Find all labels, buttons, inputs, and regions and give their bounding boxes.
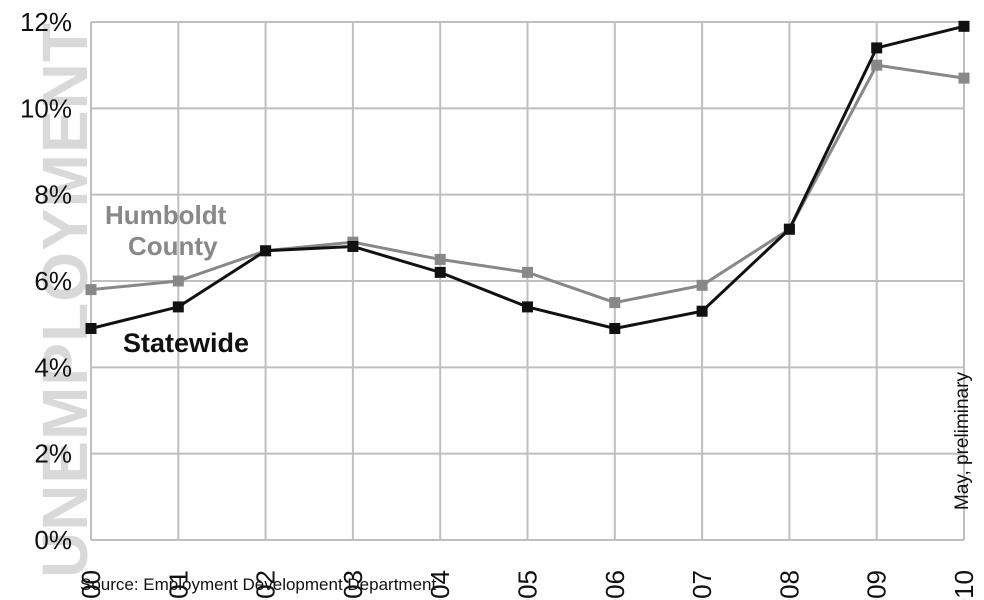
humboldt-marker xyxy=(609,297,621,309)
statewide-marker xyxy=(347,240,359,252)
x-tick-label: 2001 xyxy=(163,570,193,600)
series-lines xyxy=(85,20,970,334)
humboldt-marker xyxy=(522,266,533,278)
statewide-marker xyxy=(172,301,184,313)
x-tick-label: 2006 xyxy=(600,570,630,600)
x-axis-ticks: 2000 2001 2002 2003 2004 2005 2006 2007 2008 2009… xyxy=(76,570,979,600)
y-axis-ticks: 0% 2% 4% 6% 8% 10% 12% xyxy=(20,7,72,555)
humboldt-marker xyxy=(871,59,883,71)
statewide-marker xyxy=(783,223,795,235)
humboldt-marker xyxy=(958,72,970,84)
humboldt-label-line2: County xyxy=(128,231,218,261)
y-tick-label: 2% xyxy=(34,439,72,469)
y-tick-label: 12% xyxy=(20,7,72,37)
grid-lines xyxy=(90,21,965,541)
statewide-marker xyxy=(958,20,970,32)
x-tick-label: 2000 xyxy=(76,570,106,600)
statewide-marker xyxy=(609,322,621,334)
statewide-marker xyxy=(871,42,883,54)
y-tick-label: 0% xyxy=(34,525,72,555)
statewide-marker xyxy=(260,245,272,257)
statewide-marker xyxy=(522,301,533,313)
y-tick-label: 6% xyxy=(34,266,72,296)
x-tick-label: 2010 xyxy=(949,570,979,600)
x-tick-label: 2005 xyxy=(513,570,543,600)
statewide-label: Statewide xyxy=(123,328,249,358)
x-tick-label: 2002 xyxy=(251,570,281,600)
humboldt-marker xyxy=(172,275,184,287)
statewide-marker xyxy=(696,305,708,317)
statewide-marker xyxy=(434,266,446,278)
x-tick-label: 2008 xyxy=(774,570,804,600)
humboldt-marker xyxy=(434,253,446,265)
x-tick-label: 2003 xyxy=(338,570,368,600)
x-tick-label: 2007 xyxy=(687,570,717,600)
humboldt-marker xyxy=(85,284,97,296)
statewide-marker xyxy=(85,322,97,334)
y-tick-label: 10% xyxy=(20,93,72,123)
humboldt-marker xyxy=(696,279,708,291)
x-tick-label: 2004 xyxy=(425,570,455,600)
watermark-text: UNEMPLOYMENT xyxy=(29,22,101,578)
source-text: Source: Employment Development Departmen… xyxy=(80,575,436,594)
y-tick-label: 4% xyxy=(34,352,72,382)
x-tick-label: 2009 xyxy=(862,570,892,600)
preliminary-annotation: May, preliminary xyxy=(952,372,973,510)
y-tick-label: 8% xyxy=(34,180,72,210)
humboldt-label-line1: Humboldt xyxy=(105,200,227,230)
